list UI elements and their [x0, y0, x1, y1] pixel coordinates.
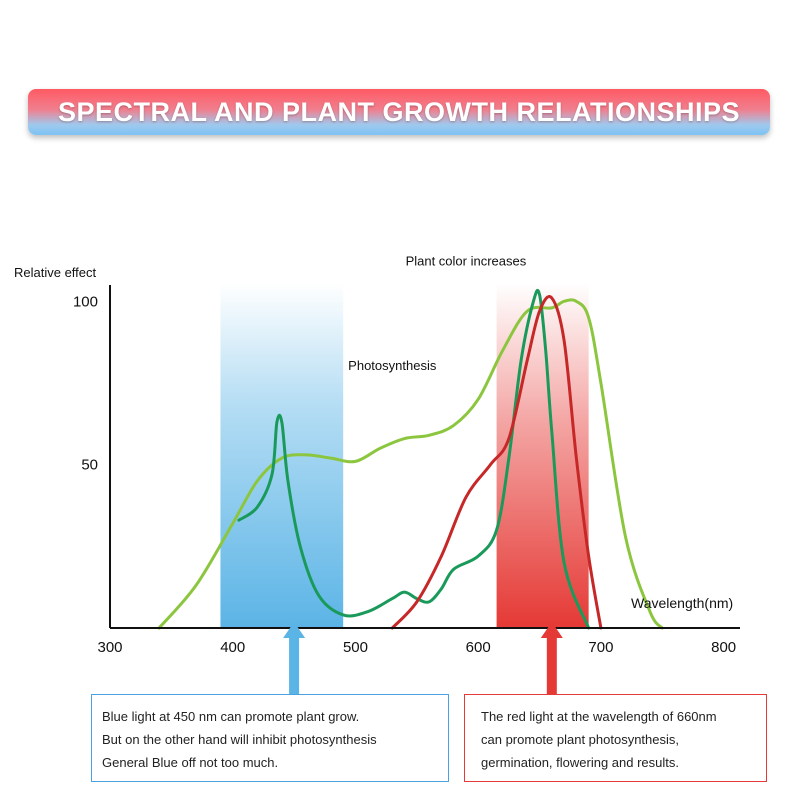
red-light-note: The red light at the wavelength of 660nm… [464, 694, 767, 782]
photosynthesis-curve [157, 298, 664, 630]
plant-color-annotation: Plant color increases [406, 253, 527, 268]
y-tick-label: 100 [73, 293, 98, 310]
x-axis-label: Wavelength(nm) [631, 595, 733, 611]
red-arrow [540, 622, 563, 694]
red-note-line: The red light at the wavelength of 660nm [481, 709, 717, 724]
x-tick-label: 800 [711, 639, 736, 656]
x-tick-label: 700 [588, 639, 613, 656]
plant-color-curve [390, 295, 603, 630]
x-tick-label: 600 [466, 639, 491, 656]
blue-light-note: Blue light at 450 nm can promote plant g… [91, 694, 449, 782]
page-title: SPECTRAL AND PLANT GROWTH RELATIONSHIPS [57, 96, 740, 127]
x-tick-label: 400 [220, 639, 245, 656]
red-note-line: can promote plant photosynthesis, [481, 732, 680, 747]
x-tick-label: 300 [97, 639, 122, 656]
x-tick-label: 500 [343, 639, 368, 656]
blue-note-line: But on the other hand will inhibit photo… [102, 732, 377, 747]
red-note-line: germination, flowering and results. [481, 755, 679, 770]
title-banner: SPECTRAL AND PLANT GROWTH RELATIONSHIPS [28, 89, 770, 135]
red-band [496, 283, 589, 628]
photosynthesis-annotation: Photosynthesis [348, 358, 437, 373]
blue-arrow [283, 622, 306, 694]
blue-band [220, 283, 344, 628]
y-axis-label: Relative effect [14, 265, 97, 280]
blue-note-line: General Blue off not too much. [102, 755, 279, 770]
blue-note-line: Blue light at 450 nm can promote plant g… [102, 709, 360, 724]
y-tick-label: 50 [81, 457, 98, 474]
